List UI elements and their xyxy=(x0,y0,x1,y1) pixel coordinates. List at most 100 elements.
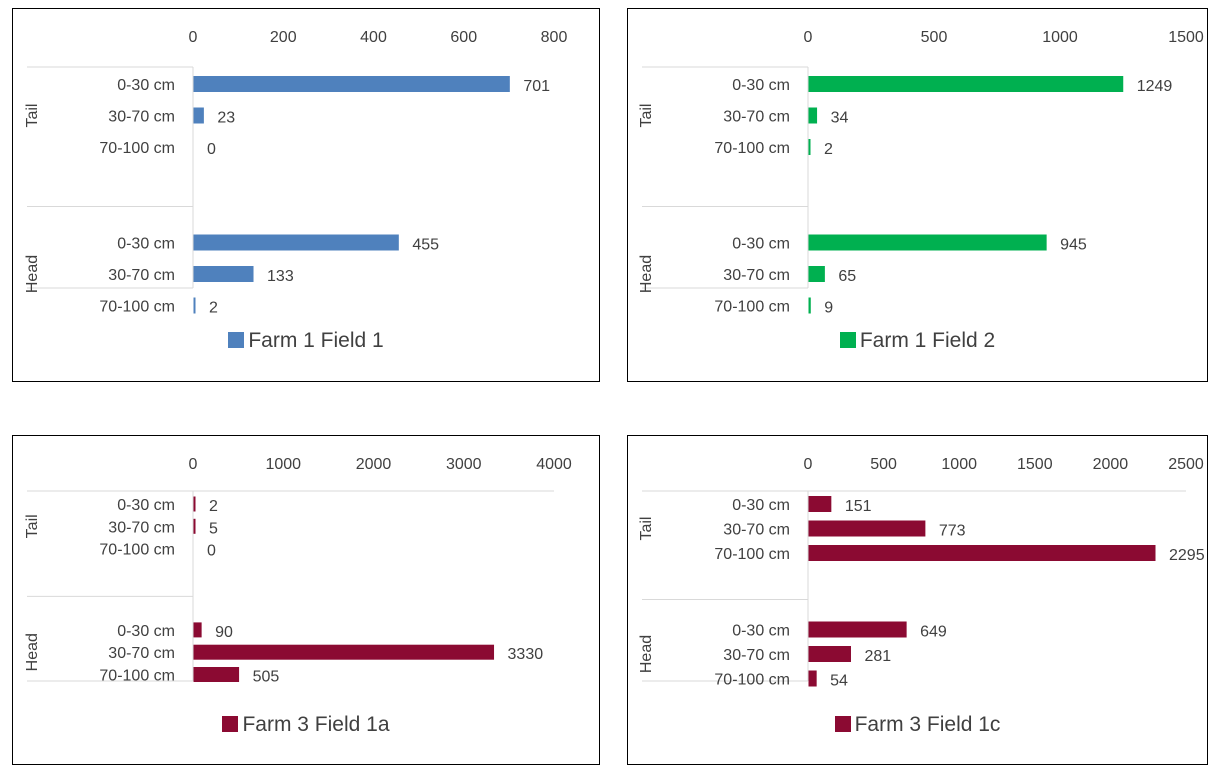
legend-label: Farm 3 Field 1a xyxy=(242,713,389,736)
x-tick-label: 3000 xyxy=(446,456,482,473)
category-label: 70-100 cm xyxy=(99,299,175,316)
bar xyxy=(194,497,196,512)
bar xyxy=(194,667,240,682)
x-tick-label: 1000 xyxy=(265,456,301,473)
bar xyxy=(194,622,202,637)
chart-panel-3: 0 1000 2000 3000 4000 Tail 0-30 cm 2 30-70 cm 5 70… xyxy=(12,435,600,765)
x-tick-label: 2000 xyxy=(356,456,392,473)
bar xyxy=(194,519,196,534)
x-tick-label: 2000 xyxy=(1093,456,1129,473)
data-label: 9 xyxy=(824,300,833,317)
bar xyxy=(194,645,495,660)
x-tick-label: 0 xyxy=(189,29,198,46)
data-label: 2 xyxy=(824,141,833,158)
category-label: 0-30 cm xyxy=(732,236,790,253)
data-label: 34 xyxy=(831,110,849,127)
data-label: 0 xyxy=(207,141,216,158)
category-label: 70-100 cm xyxy=(714,672,790,689)
category-label: 70-100 cm xyxy=(99,140,175,157)
group-label: Head xyxy=(24,633,41,671)
category-label: 0-30 cm xyxy=(732,77,790,94)
bar xyxy=(809,235,1047,251)
x-tick-label: 600 xyxy=(450,29,477,46)
data-label: 5 xyxy=(209,520,218,537)
category-label: 70-100 cm xyxy=(99,542,175,559)
bar xyxy=(809,671,817,687)
bar xyxy=(194,235,399,251)
legend-label: Farm 1 Field 1 xyxy=(248,329,383,352)
category-label: 30-70 cm xyxy=(108,519,175,536)
bar xyxy=(809,108,818,124)
x-tick-label: 500 xyxy=(921,29,948,46)
x-tick-label: 4000 xyxy=(536,456,572,473)
chart-svg: 0 500 1000 1500 Tail 0-30 cm 1249 30-70 cm 34 70-… xyxy=(628,9,1206,380)
x-tick-label: 1500 xyxy=(1168,29,1204,46)
bar xyxy=(809,496,832,512)
data-label: 2 xyxy=(209,300,218,317)
category-label: 30-70 cm xyxy=(723,109,790,126)
category-label: 30-70 cm xyxy=(723,267,790,284)
legend-label: Farm 1 Field 2 xyxy=(860,329,995,352)
chart-legend: Farm 1 Field 1 xyxy=(13,329,599,353)
category-label: 30-70 cm xyxy=(108,267,175,284)
group-label: Head xyxy=(638,255,655,293)
x-tick-label: 1000 xyxy=(941,456,977,473)
data-label: 3330 xyxy=(508,646,544,663)
category-label: 0-30 cm xyxy=(117,497,175,514)
x-tick-label: 200 xyxy=(270,29,297,46)
group-label: Tail xyxy=(24,514,41,538)
category-label: 70-100 cm xyxy=(99,668,175,685)
group-label: Head xyxy=(24,255,41,293)
bar xyxy=(809,646,851,662)
data-label: 455 xyxy=(412,237,439,254)
category-label: 30-70 cm xyxy=(108,645,175,662)
data-label: 773 xyxy=(939,523,966,540)
group-label: Tail xyxy=(24,103,41,127)
x-tick-label: 1500 xyxy=(1017,456,1053,473)
chart-svg: 0200400600800Tail0-30 cm70130-70 cm2370-… xyxy=(13,9,598,380)
bar xyxy=(809,298,811,314)
bar xyxy=(194,266,254,282)
data-label: 54 xyxy=(830,673,848,690)
category-label: 0-30 cm xyxy=(117,77,175,94)
x-tick-label: 0 xyxy=(189,456,198,473)
data-label: 133 xyxy=(267,268,294,285)
bar xyxy=(809,76,1124,92)
legend-label: Farm 3 Field 1c xyxy=(855,713,1001,736)
data-label: 505 xyxy=(253,669,280,686)
data-label: 90 xyxy=(215,624,233,641)
bar xyxy=(809,139,811,155)
chart-legend: Farm 3 Field 1c xyxy=(628,713,1207,737)
category-label: 70-100 cm xyxy=(714,546,790,563)
bar xyxy=(809,622,907,638)
legend-swatch xyxy=(835,716,851,732)
group-label: Head xyxy=(638,635,655,673)
group-label: Tail xyxy=(638,516,655,540)
x-tick-label: 2500 xyxy=(1168,456,1204,473)
data-label: 2 xyxy=(209,498,218,515)
chart-panel-2: 0 500 1000 1500 Tail 0-30 cm 1249 30-70 cm 34 70-… xyxy=(627,8,1208,382)
category-label: 70-100 cm xyxy=(714,140,790,157)
x-tick-label: 400 xyxy=(360,29,387,46)
x-tick-label: 0 xyxy=(804,29,813,46)
category-label: 30-70 cm xyxy=(723,522,790,539)
x-tick-label: 800 xyxy=(541,29,568,46)
chart-panel-4: 05001000150020002500Tail0-30 cm15130-70 … xyxy=(627,435,1208,765)
data-label: 1249 xyxy=(1137,78,1173,95)
data-label: 281 xyxy=(864,648,891,665)
x-tick-label: 1000 xyxy=(1042,29,1078,46)
bar xyxy=(194,298,196,314)
category-label: 0-30 cm xyxy=(732,497,790,514)
category-label: 30-70 cm xyxy=(723,647,790,664)
chart-legend: Farm 1 Field 2 xyxy=(628,329,1207,353)
data-label: 23 xyxy=(217,110,235,127)
chart-panel-1: 0200400600800Tail0-30 cm70130-70 cm2370-… xyxy=(12,8,600,382)
category-label: 70-100 cm xyxy=(714,299,790,316)
group-label: Tail xyxy=(638,103,655,127)
legend-swatch xyxy=(222,716,238,732)
category-label: 0-30 cm xyxy=(732,623,790,640)
bar xyxy=(809,545,1156,561)
data-label: 945 xyxy=(1060,237,1087,254)
bar xyxy=(194,76,510,92)
legend-swatch xyxy=(228,332,244,348)
